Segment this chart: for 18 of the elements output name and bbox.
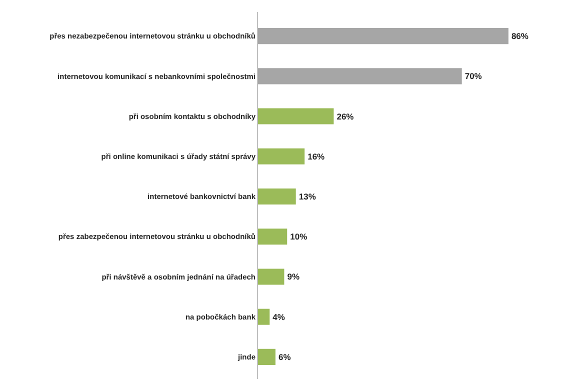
bar [258, 228, 288, 245]
bar [258, 108, 334, 124]
bar [258, 28, 508, 44]
data-label: 4% [272, 312, 286, 322]
bar [258, 348, 276, 365]
data-label: 6% [278, 352, 292, 362]
bar [258, 148, 305, 164]
bar [258, 268, 284, 285]
data-label: 10% [290, 232, 308, 242]
data-label: 13% [298, 192, 316, 202]
bar [258, 188, 296, 205]
data-label: 16% [308, 151, 326, 162]
data-label: 26% [336, 111, 354, 122]
bar [258, 308, 270, 325]
data-label: 70% [464, 71, 482, 82]
data-label: 9% [287, 272, 300, 282]
data-label: 86% [511, 31, 529, 42]
bar [258, 68, 462, 84]
